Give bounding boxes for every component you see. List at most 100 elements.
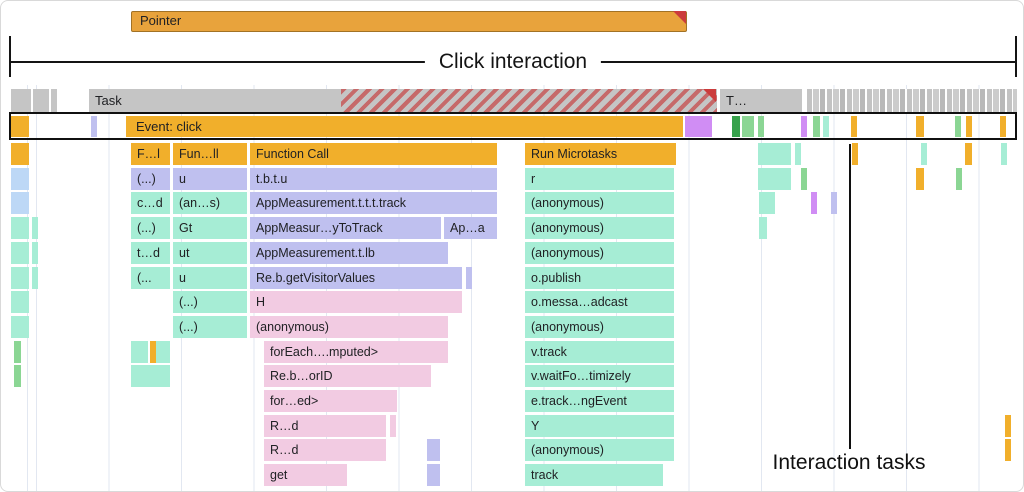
flame-bar[interactable]: o.publish [525,266,674,289]
flame-bar[interactable]: v.waitFo…timizely [525,365,674,388]
flame-bar[interactable]: t…d [131,241,170,264]
event-segment[interactable] [11,116,29,137]
flame-bar-sliver[interactable] [11,315,29,338]
flame-bar-sliver[interactable] [131,365,170,388]
flame-bar[interactable]: (...) [131,217,170,240]
flame-bar-sliver[interactable] [801,167,807,190]
flame-bar[interactable]: AppMeasur…yToTrack [250,217,441,240]
flame-bar-sliver[interactable] [11,291,29,314]
flame-bar-sliver[interactable] [1005,439,1011,462]
flame-bar-sliver[interactable] [831,192,837,215]
pointer-interaction-bar[interactable]: Pointer [131,11,687,32]
flame-bar-sliver[interactable] [811,192,817,215]
flame-bar-sliver[interactable] [390,414,396,437]
flame-bar[interactable]: Ap…a [444,217,497,240]
flame-bar[interactable]: v.track [525,340,674,363]
flame-bar[interactable]: AppMeasurement.t.lb [250,241,448,264]
event-segment[interactable] [955,116,961,137]
flame-bar-sliver[interactable] [956,167,962,190]
flame-bar-sliver[interactable] [965,143,972,165]
flame-bar[interactable]: (anonymous) [525,192,674,215]
event-segment[interactable] [1000,116,1006,137]
event-segment[interactable] [732,116,740,137]
event-segment[interactable] [685,116,712,137]
flame-bar-sliver[interactable] [11,217,29,240]
flame-bar[interactable]: Gt [173,217,247,240]
flame-bar[interactable]: o.messa…adcast [525,291,674,314]
event-segment[interactable] [813,116,820,137]
flame-bar-sliver[interactable] [156,340,170,363]
event-segment[interactable] [758,116,764,137]
task-segment[interactable] [11,89,31,112]
flame-bar[interactable]: (...) [131,167,170,190]
flame-bar[interactable]: (anonymous) [525,439,674,462]
flame-bar[interactable]: u [173,167,247,190]
flame-bar-sliver[interactable] [11,167,29,190]
event-segment[interactable] [801,116,807,137]
flame-bar[interactable]: forEach….mputed> [264,340,448,363]
flame-bar[interactable]: track [525,464,663,487]
flame-bar[interactable]: Re.b.getVisitorValues [250,266,462,289]
event-segment[interactable] [91,116,97,137]
flame-bar-sliver[interactable] [150,340,156,363]
flame-bar[interactable]: Fun…ll [173,143,247,165]
flame-bar-sliver[interactable] [32,241,38,264]
flame-bar-sliver[interactable] [795,143,801,165]
event-segment[interactable] [823,116,829,137]
flame-bar-sliver[interactable] [1001,143,1007,165]
flame-bar[interactable]: (anonymous) [250,315,448,338]
event-segment[interactable] [742,116,754,137]
event-segment[interactable] [916,116,924,137]
flame-bar[interactable]: Re.b…orID [264,365,431,388]
flame-bar-sliver[interactable] [11,241,29,264]
task-segment[interactable] [33,89,49,112]
flame-bar[interactable]: (anonymous) [525,315,674,338]
flame-bar[interactable]: for…ed> [264,390,397,412]
flame-bar-sliver[interactable] [32,217,38,240]
flame-bar[interactable]: c…d [131,192,170,215]
flame-bar-sliver[interactable] [852,143,858,165]
flame-bar-sliver[interactable] [758,143,791,165]
flame-bar-sliver[interactable] [131,340,148,363]
task-bar[interactable]: T… [720,89,802,112]
flame-bar[interactable]: t.b.t.u [250,167,497,190]
flame-bar-sliver[interactable] [11,266,29,289]
flame-bar[interactable]: e.track…ngEvent [525,390,674,412]
flame-bar-sliver[interactable] [14,340,21,363]
flame-bar-sliver[interactable] [11,192,29,215]
flame-bar-sliver[interactable] [427,439,440,462]
flame-bar[interactable]: (... [131,266,170,289]
flame-bar[interactable]: H [250,291,462,314]
flame-bar-sliver[interactable] [11,143,29,165]
event-segment[interactable] [966,116,972,137]
flame-bar[interactable]: R…d [264,439,386,462]
flame-bar-sliver[interactable] [921,143,927,165]
task-segment[interactable] [51,89,57,112]
flame-bar[interactable]: Function Call [250,143,497,165]
flame-bar-sliver[interactable] [759,217,767,240]
flame-bar[interactable]: (...) [173,291,247,314]
flame-bar[interactable]: Run Microtasks [525,143,676,165]
flame-bar-sliver[interactable] [916,167,924,190]
flame-bar[interactable]: r [525,167,674,190]
flame-bar-sliver[interactable] [758,167,791,190]
flame-bar[interactable]: (anonymous) [525,241,674,264]
flame-bar[interactable]: Y [525,414,674,437]
flame-bar[interactable]: AppMeasurement.t.t.t.track [250,192,497,215]
flame-bar[interactable]: get [264,464,347,487]
task-cluster[interactable] [807,89,1017,112]
flame-bar[interactable]: (anonymous) [525,217,674,240]
event-segment[interactable] [851,116,857,137]
flame-bar[interactable]: R…d [264,414,386,437]
flame-bar[interactable]: (an…s) [173,192,247,215]
flame-bar[interactable]: u [173,266,247,289]
flame-bar[interactable]: ut [173,241,247,264]
flame-bar-sliver[interactable] [466,266,472,289]
event-click-bar[interactable]: Event: click [126,116,683,137]
flame-bar-sliver[interactable] [427,464,440,487]
flame-bar-sliver[interactable] [14,365,21,388]
flame-bar-sliver[interactable] [32,266,38,289]
flame-bar-sliver[interactable] [1005,414,1011,437]
flame-bar[interactable]: F…l [131,143,170,165]
long-task-hatched-region[interactable] [341,89,717,112]
